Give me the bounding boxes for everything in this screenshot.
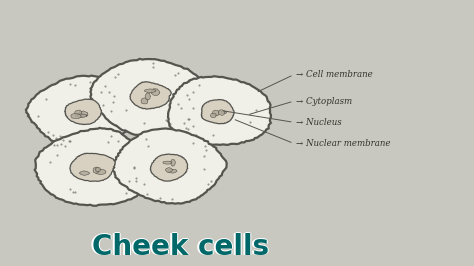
Polygon shape bbox=[145, 93, 150, 100]
Text: Cheek cells: Cheek cells bbox=[92, 232, 269, 260]
Polygon shape bbox=[71, 114, 81, 119]
Polygon shape bbox=[76, 114, 87, 117]
Polygon shape bbox=[210, 113, 216, 118]
Polygon shape bbox=[168, 76, 271, 145]
Polygon shape bbox=[79, 171, 90, 175]
Polygon shape bbox=[95, 167, 100, 172]
Polygon shape bbox=[144, 89, 156, 93]
Polygon shape bbox=[113, 128, 227, 204]
Polygon shape bbox=[201, 99, 234, 124]
Polygon shape bbox=[93, 167, 100, 173]
Polygon shape bbox=[26, 76, 139, 148]
Polygon shape bbox=[219, 110, 225, 115]
Polygon shape bbox=[212, 110, 219, 116]
Polygon shape bbox=[165, 168, 173, 172]
Polygon shape bbox=[151, 89, 160, 95]
Polygon shape bbox=[168, 169, 177, 173]
Polygon shape bbox=[65, 99, 101, 125]
Polygon shape bbox=[91, 59, 210, 137]
Polygon shape bbox=[78, 111, 88, 117]
Polygon shape bbox=[171, 159, 175, 166]
Text: Cheek cells: Cheek cells bbox=[91, 232, 267, 260]
Polygon shape bbox=[163, 161, 172, 164]
Text: → Nuclear membrane: → Nuclear membrane bbox=[296, 139, 391, 148]
Polygon shape bbox=[35, 128, 155, 206]
Polygon shape bbox=[70, 153, 115, 181]
Text: → Cytoplasm: → Cytoplasm bbox=[296, 97, 352, 106]
Polygon shape bbox=[150, 154, 188, 181]
Text: Cheek cells: Cheek cells bbox=[93, 232, 270, 260]
Polygon shape bbox=[221, 111, 227, 114]
Polygon shape bbox=[141, 98, 148, 104]
Polygon shape bbox=[96, 169, 106, 174]
Text: → Cell membrane: → Cell membrane bbox=[296, 70, 373, 79]
Text: → Nucleus: → Nucleus bbox=[296, 118, 342, 127]
Text: Cheek cells: Cheek cells bbox=[92, 233, 269, 261]
Polygon shape bbox=[130, 82, 171, 109]
Polygon shape bbox=[74, 110, 82, 116]
Text: Cheek cells: Cheek cells bbox=[92, 232, 269, 260]
